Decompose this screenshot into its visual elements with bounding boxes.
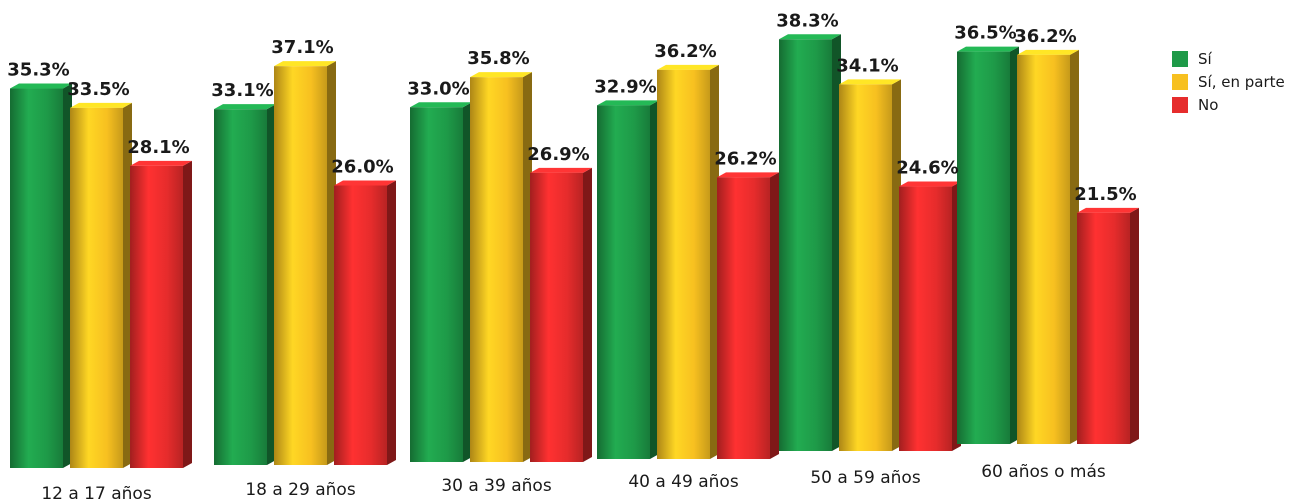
bar	[334, 185, 387, 465]
bar	[657, 69, 710, 459]
bar-side	[267, 104, 276, 466]
bar-side	[710, 64, 719, 459]
bar-top	[839, 79, 901, 85]
category-label: 50 a 59 años	[810, 468, 920, 488]
bar-side	[123, 102, 132, 468]
legend-label: No	[1198, 96, 1218, 114]
category-labels-layer: 12 a 17 años 18 a 29 años 30 a 39 años 40 a…	[41, 462, 1106, 503]
value-label: 33.1%	[211, 80, 273, 101]
value-label: 37.1%	[271, 37, 333, 58]
bar-side	[327, 61, 336, 466]
bar-top	[214, 104, 276, 110]
bar-top	[130, 160, 192, 166]
bar-top	[10, 83, 72, 89]
bar	[214, 109, 267, 466]
bar-side	[1070, 49, 1079, 444]
value-label: 26.0%	[331, 157, 393, 178]
bar-side	[770, 172, 779, 459]
legend-label: Sí, en parte	[1198, 73, 1285, 91]
value-label: 32.9%	[594, 76, 656, 97]
bar	[1017, 54, 1070, 444]
bar	[70, 107, 123, 468]
bar	[274, 66, 327, 466]
legend: Sí Sí, en parte No	[1172, 50, 1285, 114]
bar	[717, 177, 770, 459]
bar	[470, 77, 523, 463]
bar-side	[523, 72, 532, 463]
bar-top	[274, 61, 336, 67]
bar	[530, 172, 583, 462]
legend-swatch	[1172, 74, 1188, 90]
legend-label: Sí	[1198, 50, 1213, 68]
bar	[779, 39, 832, 452]
bar-top	[597, 100, 659, 106]
bar-top	[957, 46, 1019, 52]
bar-top	[717, 172, 779, 178]
bar-top	[1017, 49, 1079, 55]
bar	[130, 165, 183, 469]
bar-side	[1130, 207, 1139, 444]
bar-side	[1010, 46, 1019, 444]
bar-side	[183, 160, 192, 469]
bar-top	[470, 72, 532, 78]
value-label: 36.5%	[954, 23, 1016, 44]
bar-side	[650, 100, 659, 459]
bar-side	[832, 34, 841, 452]
bar-side	[387, 180, 396, 465]
bar-top	[1077, 207, 1139, 213]
category-label: 18 a 29 años	[245, 480, 355, 500]
value-label: 34.1%	[836, 55, 898, 76]
bar-top	[657, 64, 719, 70]
bar	[10, 88, 63, 469]
bar-top	[530, 167, 592, 173]
bar-side	[463, 102, 472, 462]
bar-top	[410, 102, 472, 108]
bar	[410, 107, 463, 462]
legend-swatch	[1172, 97, 1188, 113]
category-label: 12 a 17 años	[41, 484, 151, 503]
bar-top	[70, 102, 132, 108]
bar-top	[334, 180, 396, 186]
bar-top	[779, 34, 841, 40]
bar-side	[892, 79, 901, 452]
bar-side	[63, 83, 72, 469]
value-label: 38.3%	[776, 10, 838, 31]
value-label: 28.1%	[127, 137, 189, 158]
value-label: 35.3%	[7, 60, 69, 81]
legend-swatch	[1172, 51, 1188, 67]
value-label: 33.0%	[407, 78, 469, 99]
value-label: 33.5%	[67, 79, 129, 100]
category-label: 60 años o más	[981, 462, 1106, 482]
bar	[957, 51, 1010, 444]
bar	[597, 105, 650, 459]
value-label: 26.2%	[714, 148, 776, 169]
value-labels-layer: 35.3%33.5% 28.1% 33.1% 37.1% 26.0% 33.0% 35.8%…	[7, 10, 1136, 205]
value-label: 21.5%	[1074, 184, 1136, 205]
value-label: 35.8%	[467, 48, 529, 69]
bar-top	[899, 181, 961, 187]
bar-side	[583, 167, 592, 462]
bar	[839, 84, 892, 452]
value-label: 24.6%	[896, 158, 958, 179]
value-label: 36.2%	[654, 41, 716, 62]
bar	[899, 186, 952, 452]
value-label: 26.9%	[527, 144, 589, 165]
category-label: 40 a 49 años	[628, 472, 738, 492]
category-label: 30 a 39 años	[441, 476, 551, 496]
bars-layer	[10, 34, 1139, 469]
bar	[1077, 212, 1130, 444]
value-label: 36.2%	[1014, 26, 1076, 47]
